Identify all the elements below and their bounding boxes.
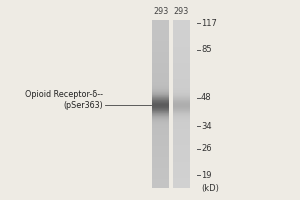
Text: 85: 85 bbox=[201, 45, 211, 54]
Text: 293: 293 bbox=[174, 7, 189, 16]
Text: 117: 117 bbox=[201, 19, 217, 27]
Text: 19: 19 bbox=[201, 170, 211, 180]
Text: 26: 26 bbox=[201, 144, 211, 153]
Text: 293: 293 bbox=[153, 7, 168, 16]
Text: (kD): (kD) bbox=[201, 184, 219, 194]
Text: Opioid Receptor-δ--
(pSer363): Opioid Receptor-δ-- (pSer363) bbox=[26, 90, 103, 110]
Text: 48: 48 bbox=[201, 93, 211, 102]
Text: 34: 34 bbox=[201, 122, 211, 131]
